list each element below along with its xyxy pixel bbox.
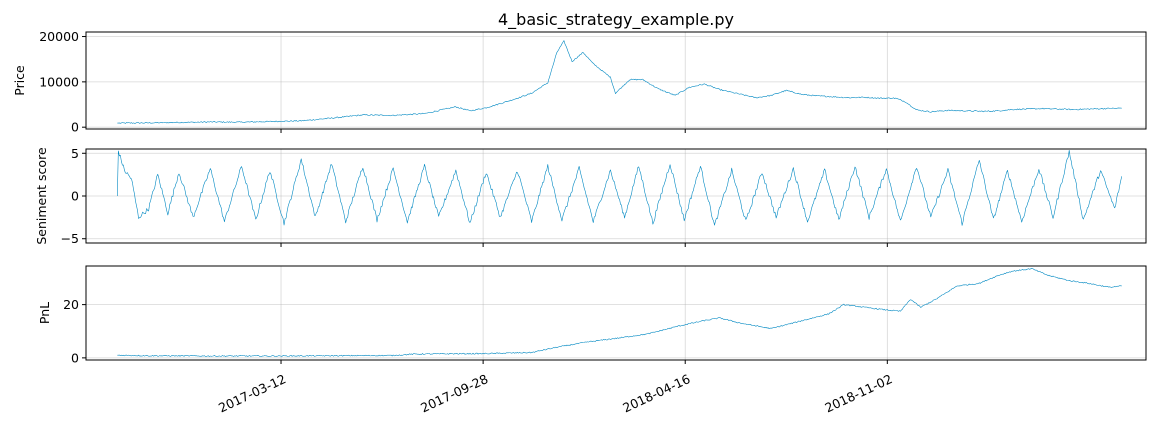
- y-tick-label: 20: [63, 297, 79, 312]
- series-line: [117, 150, 1123, 226]
- chart-title: 4_basic_strategy_example.py: [498, 10, 734, 30]
- x-tick-label: 2017-03-12: [216, 371, 288, 415]
- x-tick-label: 2018-11-02: [822, 371, 894, 415]
- y-tick-label: −5: [61, 231, 79, 246]
- y-tick-label: 0: [71, 189, 79, 204]
- series-line: [117, 40, 1122, 124]
- pnl-panel: 0 20 2017-03-12 2017-09-28 2018-04-16 2018-11…: [37, 265, 1147, 415]
- y-axis-label: Price: [12, 65, 27, 96]
- y-tick-label: 0: [71, 350, 79, 365]
- price-panel: 0 10000 20000 Price: [12, 29, 1147, 135]
- y-axis-label: PnL: [37, 302, 52, 324]
- y-axis-label: Seniment score: [34, 147, 49, 245]
- x-tick-label: 2018-04-16: [620, 371, 692, 415]
- y-tick-label: 20000: [39, 29, 79, 44]
- y-tick-label: 0: [71, 120, 79, 135]
- x-tick-label: 2017-09-28: [418, 371, 490, 415]
- series-line: [117, 268, 1122, 357]
- sentiment-panel: −5 0 5 Seniment score: [34, 146, 1147, 247]
- plot-frame: [85, 265, 1147, 361]
- y-tick-label: 10000: [39, 74, 79, 89]
- y-tick-label: 5: [71, 146, 79, 161]
- plot-frame: [85, 31, 1147, 130]
